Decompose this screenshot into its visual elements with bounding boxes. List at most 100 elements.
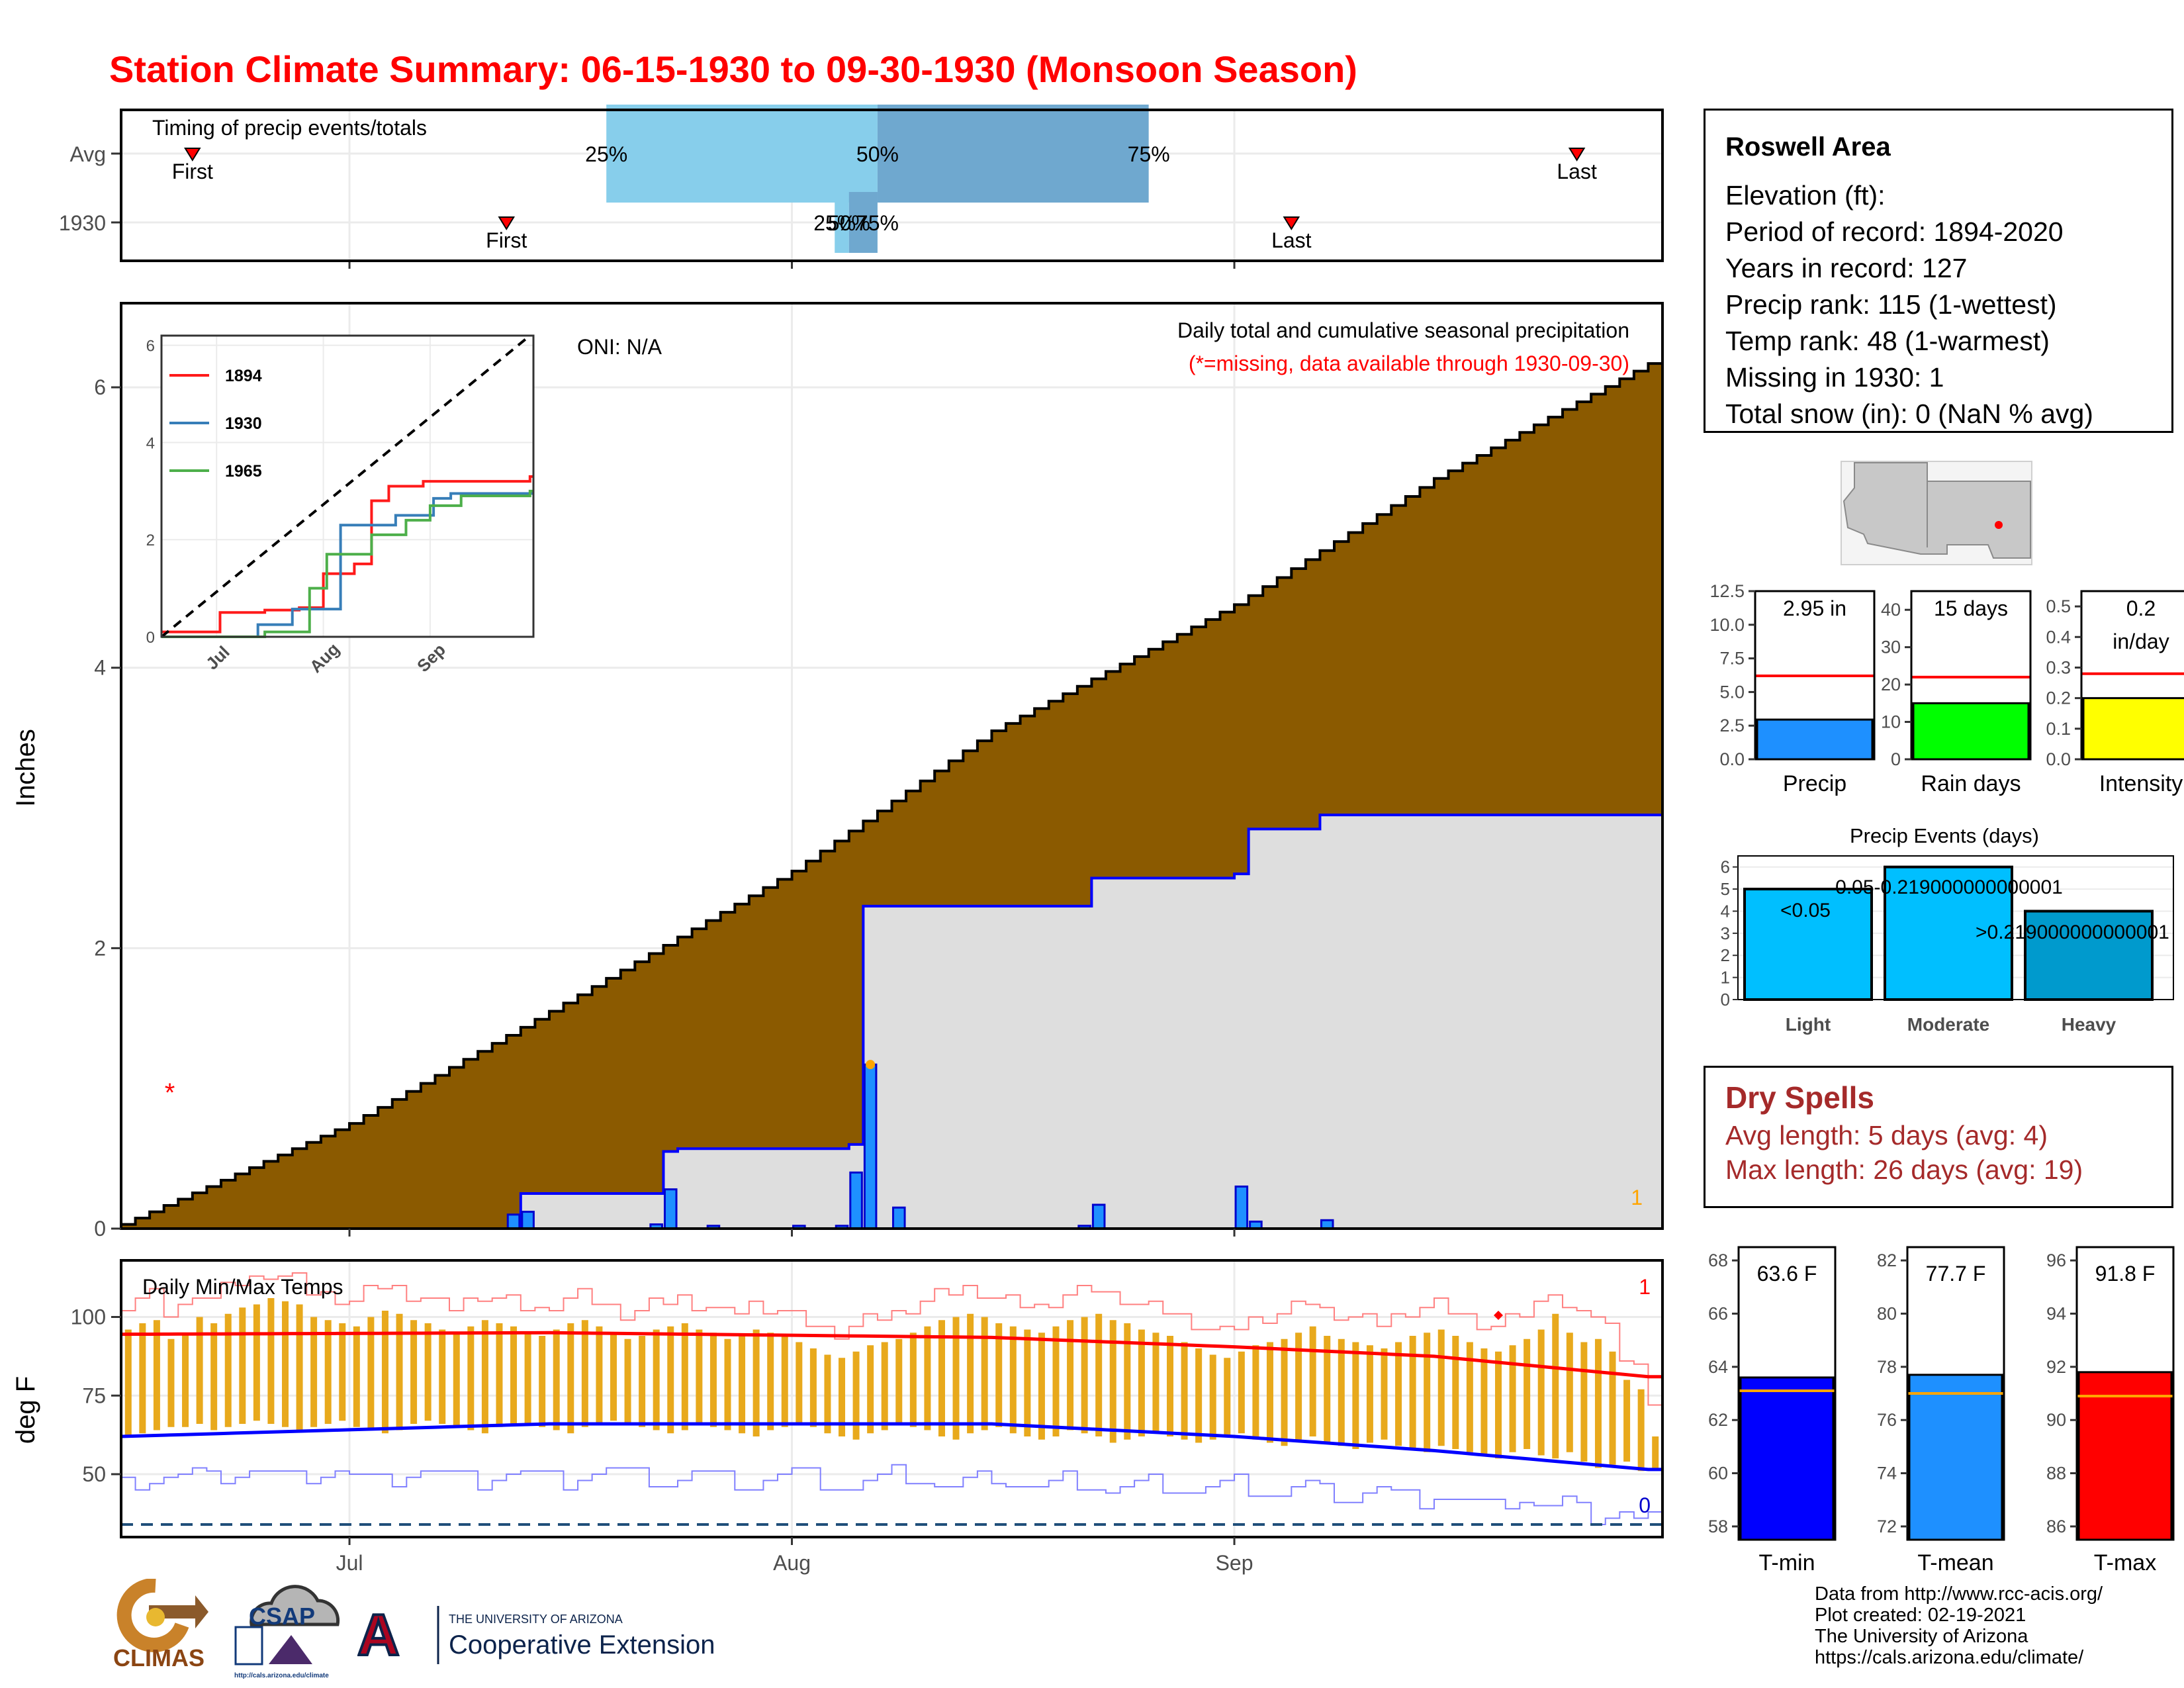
- csap-cloud: [250, 1585, 340, 1626]
- totals-y-tick-label: 0.1: [2046, 719, 2071, 739]
- daily-temp-bar: [267, 1298, 275, 1424]
- daily-temp-bar: [1338, 1338, 1345, 1446]
- missing-day-marker: *: [165, 1078, 175, 1107]
- stemps-y-tick-label: 80: [1877, 1303, 1897, 1323]
- inset-series-1930: [161, 492, 533, 638]
- daily-temp-bar: [1195, 1348, 1203, 1443]
- record-low-line: [121, 1464, 1662, 1525]
- events-bar-heavy: [2024, 910, 2154, 1002]
- daily-temp-bar: [167, 1338, 175, 1427]
- daily-temp-bar: [1366, 1345, 1373, 1443]
- stemps-category-label-0: T-min: [1759, 1550, 1815, 1575]
- daily-temp-bar: [1566, 1333, 1573, 1452]
- daily-temp-bar: [453, 1333, 460, 1427]
- daily-temp-bar: [1509, 1345, 1516, 1452]
- timing-pct-label-Avg-2: 75%: [1128, 142, 1170, 166]
- daily-temp-bar: [339, 1323, 346, 1421]
- totals-y-tick-label: 5.0: [1719, 682, 1745, 702]
- precip-y-axis-label: Inches: [11, 729, 40, 807]
- stemps-y-tick-label: 92: [2046, 1357, 2066, 1377]
- avg-tmax-line: [120, 1331, 1662, 1379]
- totals-value-label-1: 15 days: [1934, 596, 2008, 620]
- stemps-y-tick-label: 64: [1708, 1357, 1728, 1377]
- ua-small-text: THE UNIVERSITY OF ARIZONA: [449, 1613, 623, 1626]
- avg-cumulative-line: [121, 362, 1662, 1226]
- daily-temp-bar: [781, 1336, 788, 1427]
- daily-temp-bar: [1623, 1380, 1631, 1462]
- daily-temp-bar: [1252, 1345, 1259, 1440]
- daily-temp-bar: [524, 1333, 531, 1424]
- stemps-y-tick-label: 88: [2046, 1464, 2066, 1483]
- events-bar-label-0: <0.05: [1780, 900, 1831, 921]
- events-category-label-1: Moderate: [1907, 1014, 1989, 1035]
- dry-spells-box: Dry Spells Avg length: 5 days (avg: 4) M…: [1704, 1066, 2173, 1208]
- daily-temp-bar: [881, 1342, 888, 1430]
- stemps-value-label-0: 63.6 F: [1757, 1262, 1817, 1286]
- daily-temp-bar: [1038, 1333, 1045, 1440]
- temp-y-tick-label-0: 50: [82, 1462, 106, 1486]
- events-frame: [1737, 855, 2174, 1000]
- events-right-cover: [2175, 853, 2184, 1002]
- daily-temp-bar: [153, 1320, 160, 1430]
- daily-temp-bar: [624, 1338, 631, 1424]
- daily-temp-bar: [139, 1323, 146, 1434]
- precip-y-tick-label-0: 0: [94, 1217, 106, 1241]
- totals-frame-2: [2080, 590, 2184, 761]
- totals-value-label-0: 2.95 in: [1783, 596, 1846, 620]
- ua-a-icon: A: [357, 1602, 400, 1667]
- events-bar-label-2: >0.219000000000001: [1976, 921, 2169, 943]
- info-period: Period of record: 1894-2020: [1725, 216, 2064, 247]
- totals-y-tick-label: 0: [1891, 749, 1901, 769]
- temp-record-low-count: 0: [1639, 1493, 1651, 1517]
- daily-temp-bar: [1594, 1338, 1602, 1468]
- locator-map: [1841, 461, 2032, 565]
- daily-temp-bar: [924, 1326, 931, 1430]
- daily-temp-bar: [796, 1342, 803, 1424]
- info-precip-rank: Precip rank: 115 (1-wettest): [1725, 289, 2057, 320]
- stemps-y-tick-label: 60: [1708, 1464, 1728, 1483]
- daily-temp-bar: [1009, 1326, 1017, 1434]
- inset-series-1894: [161, 475, 533, 633]
- daily-temp-bar: [424, 1323, 432, 1421]
- csap-url: http://cals.arizona.edu/climate: [234, 1672, 329, 1679]
- stemps-frame-1: [1906, 1246, 2005, 1541]
- stemps-category-label-2: T-max: [2094, 1550, 2156, 1575]
- events-y-tick-label: 3: [1721, 923, 1730, 943]
- daily-temp-bar: [353, 1326, 360, 1427]
- inset-series-1965: [161, 489, 533, 638]
- events-y-tick-label: 0: [1721, 990, 1730, 1009]
- daily-temp-bar: [1224, 1358, 1231, 1436]
- stemps-y-tick-label: 90: [2046, 1410, 2066, 1430]
- stemps-y-tick-label: 82: [1877, 1250, 1897, 1270]
- precip-missing-note: (*=missing, data available through 1930-…: [1189, 352, 1629, 375]
- daily-temp-bar: [1437, 1329, 1445, 1446]
- daily-temp-bar: [1095, 1313, 1103, 1436]
- stemps-bar-t-min: [1739, 1376, 1835, 1541]
- temp-x-tick-label-1: Aug: [773, 1551, 811, 1575]
- temp-x-tick-label-2: Sep: [1216, 1551, 1253, 1575]
- inset-y-tick-label-1: 2: [146, 532, 155, 549]
- missing-count: 1: [1631, 1186, 1643, 1209]
- daily-temp-bar: [1580, 1342, 1588, 1462]
- stemps-bar-t-mean: [1908, 1374, 2003, 1541]
- stemps-y-tick-label: 72: [1877, 1517, 1897, 1536]
- events-bar-moderate: [1884, 865, 2013, 1001]
- timing-first-label-Avg: First: [172, 160, 213, 183]
- timing-pct-label-Avg-1: 50%: [856, 142, 899, 166]
- daily-temp-bar: [1524, 1338, 1531, 1449]
- totals-y-tick-label: 0.2: [2046, 688, 2071, 708]
- daily-temp-bar: [1181, 1342, 1188, 1440]
- daily-temp-bar: [1637, 1389, 1645, 1472]
- daily-temp-bar: [995, 1323, 1003, 1427]
- totals-category-label-2: Intensity: [2099, 771, 2183, 796]
- daily-temp-bar: [1266, 1342, 1273, 1443]
- events-bar-label-1: 0.05-0.219000000000001: [1835, 876, 2063, 898]
- daily-temp-bar: [1395, 1342, 1402, 1446]
- season-totals-chart: 0.0 2.5 5.0 7.5 10.0 12.5 2.95 in Precip 0 10 20 30…: [1709, 581, 2184, 796]
- daily-temp-bar: [381, 1311, 388, 1434]
- precip-events-chart: Precip Events (days) Light Moderate Heavy <0…: [1720, 824, 2184, 1035]
- timing-first-marker-Avg: [184, 148, 201, 162]
- station-name: Roswell Area: [1725, 132, 1891, 162]
- climas-text: CLIMAS: [113, 1644, 205, 1671]
- inset-y-tick-label-0: 0: [146, 629, 155, 647]
